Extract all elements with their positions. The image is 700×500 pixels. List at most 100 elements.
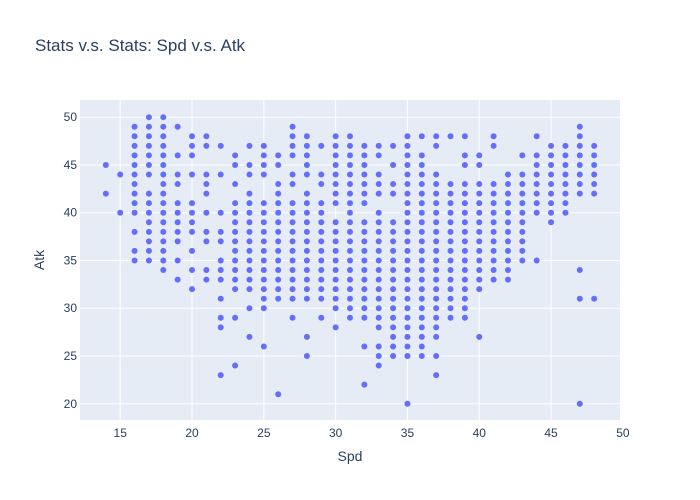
data-point bbox=[375, 343, 382, 350]
data-point bbox=[533, 161, 540, 168]
data-point bbox=[533, 171, 540, 178]
data-point bbox=[375, 305, 382, 312]
data-point bbox=[476, 228, 483, 235]
data-point bbox=[361, 238, 368, 245]
data-point bbox=[347, 286, 353, 293]
data-point bbox=[361, 152, 368, 159]
data-point bbox=[160, 152, 167, 159]
data-point bbox=[461, 295, 468, 302]
data-point bbox=[519, 247, 526, 254]
data-point bbox=[318, 200, 325, 207]
data-point bbox=[145, 171, 152, 178]
data-point bbox=[160, 142, 167, 149]
data-point bbox=[361, 286, 368, 293]
data-point bbox=[433, 372, 440, 379]
data-point bbox=[447, 133, 454, 140]
data-point bbox=[145, 133, 152, 140]
data-point bbox=[418, 161, 425, 168]
data-point bbox=[390, 295, 397, 302]
data-point bbox=[174, 181, 181, 188]
data-point bbox=[160, 123, 167, 130]
data-point bbox=[217, 372, 224, 379]
data-point bbox=[275, 190, 282, 197]
data-point bbox=[476, 152, 483, 159]
data-point bbox=[332, 276, 339, 283]
data-point bbox=[490, 257, 497, 264]
data-point bbox=[303, 152, 310, 159]
data-point bbox=[174, 123, 181, 130]
data-point bbox=[275, 257, 282, 264]
data-point bbox=[576, 171, 583, 178]
data-point bbox=[390, 181, 397, 188]
data-point bbox=[519, 152, 526, 159]
data-point bbox=[375, 190, 382, 197]
data-point bbox=[217, 228, 224, 235]
data-point bbox=[361, 171, 368, 178]
data-point bbox=[375, 324, 382, 331]
data-point bbox=[375, 247, 382, 254]
data-point bbox=[217, 209, 224, 216]
data-point bbox=[289, 142, 296, 149]
data-point bbox=[375, 267, 382, 274]
data-point bbox=[418, 305, 425, 312]
data-point bbox=[433, 353, 440, 359]
data-point bbox=[303, 142, 310, 149]
data-point bbox=[203, 171, 210, 178]
data-point bbox=[260, 219, 267, 226]
data-point bbox=[490, 209, 497, 216]
data-point bbox=[332, 228, 339, 235]
data-point bbox=[375, 228, 382, 235]
data-point bbox=[361, 314, 368, 321]
data-point bbox=[504, 200, 511, 207]
data-point bbox=[476, 200, 483, 207]
data-point bbox=[447, 200, 454, 207]
data-point bbox=[390, 142, 397, 149]
data-point bbox=[260, 171, 267, 178]
data-point bbox=[145, 190, 152, 197]
data-point bbox=[433, 238, 440, 245]
data-point bbox=[576, 123, 583, 130]
data-point bbox=[160, 190, 167, 197]
data-point bbox=[433, 333, 440, 340]
data-point bbox=[418, 353, 425, 359]
data-point bbox=[318, 142, 325, 149]
data-point bbox=[246, 209, 253, 216]
data-point bbox=[289, 247, 296, 254]
data-point bbox=[145, 123, 152, 130]
data-point bbox=[332, 305, 339, 312]
data-point bbox=[548, 209, 555, 216]
data-point bbox=[447, 286, 454, 293]
data-point bbox=[548, 161, 555, 168]
data-point bbox=[490, 200, 497, 207]
data-point bbox=[174, 152, 181, 159]
data-point bbox=[433, 133, 440, 140]
data-point bbox=[361, 190, 368, 197]
data-point bbox=[433, 295, 440, 302]
data-point bbox=[347, 200, 353, 207]
data-point bbox=[476, 257, 483, 264]
data-point bbox=[361, 305, 368, 312]
data-point bbox=[275, 295, 282, 302]
data-point bbox=[174, 219, 181, 226]
data-point bbox=[318, 181, 325, 188]
data-point bbox=[361, 247, 368, 254]
data-point bbox=[390, 267, 397, 274]
data-point bbox=[548, 200, 555, 207]
data-point bbox=[347, 152, 353, 159]
data-point bbox=[289, 152, 296, 159]
data-point bbox=[461, 190, 468, 197]
data-point bbox=[347, 314, 353, 321]
data-point bbox=[189, 267, 196, 274]
data-point bbox=[390, 276, 397, 283]
data-point bbox=[131, 200, 138, 207]
data-point bbox=[203, 267, 210, 274]
data-point bbox=[562, 142, 569, 149]
data-point bbox=[390, 353, 397, 359]
data-point bbox=[490, 276, 497, 283]
data-point bbox=[318, 276, 325, 283]
data-point bbox=[361, 276, 368, 283]
data-point bbox=[562, 152, 569, 159]
data-point bbox=[447, 238, 454, 245]
data-point bbox=[433, 267, 440, 274]
